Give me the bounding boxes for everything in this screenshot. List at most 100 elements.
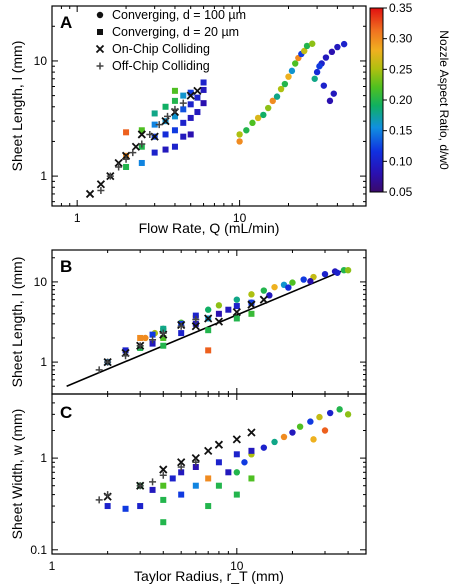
panel-a-plot: 1 10 1 10 [34, 5, 367, 225]
data-point [186, 91, 195, 100]
data-point [326, 97, 334, 105]
y-tick-label: 1 [40, 355, 47, 369]
data-point [180, 119, 187, 126]
colorbar-label: Nozzle Aspect Ratio, d/w0 [437, 30, 450, 170]
data-point [273, 93, 281, 100]
panel-a-xlabel: Flow Rate, Q (mL/min) [139, 220, 280, 236]
data-point [215, 482, 222, 489]
panel-c-plot: 1 100.11 [30, 393, 367, 573]
data-point [260, 444, 268, 451]
data-point [187, 114, 194, 121]
data-point [344, 411, 352, 418]
legend-label: On-Chip Colliding [112, 42, 210, 56]
data-point [160, 325, 167, 332]
panel-c-ylabel: Sheet Width, w (mm) [9, 409, 25, 540]
data-point [177, 458, 186, 467]
data-point [271, 438, 278, 446]
legend-label: Off-Chip Colliding [112, 59, 210, 73]
data-point [104, 503, 111, 510]
data-point [200, 79, 207, 86]
data-point [243, 127, 250, 134]
data-point [149, 331, 156, 338]
data-point [281, 80, 289, 88]
data-point [169, 475, 176, 482]
data-point [328, 48, 336, 56]
data-point [149, 478, 157, 486]
data-point [200, 86, 207, 93]
data-point [171, 127, 178, 134]
data-point [214, 317, 224, 326]
data-point [248, 475, 255, 482]
y-tick-label: 0.1 [30, 543, 47, 557]
colorbar-tick-label: 0.15 [389, 124, 413, 138]
data-point [149, 486, 156, 493]
data-point [104, 358, 112, 366]
data-point [310, 436, 317, 443]
data-point [162, 146, 169, 153]
data-point [214, 440, 224, 449]
data-point [215, 310, 222, 317]
data-point [320, 82, 328, 89]
panel-c-frame [51, 393, 367, 555]
data-point [307, 278, 314, 285]
data-point [205, 503, 212, 510]
legend: Converging, d = 100 µm Converging, d = 20… [95, 8, 246, 73]
data-point [205, 475, 212, 482]
data-point [233, 315, 240, 322]
panel-b-label: B [60, 257, 72, 276]
data-point [296, 423, 304, 430]
x-tick-label: 1 [74, 211, 81, 225]
data-point [114, 158, 123, 168]
data-point [292, 60, 299, 67]
data-point [171, 97, 178, 104]
legend-marker [95, 44, 105, 54]
data-point [277, 85, 285, 93]
legend-label: Converging, d = 20 µm [112, 25, 239, 39]
data-point [260, 287, 268, 294]
data-point [247, 300, 256, 309]
data-point [303, 42, 311, 50]
data-point [192, 482, 199, 489]
data-point [311, 75, 318, 82]
data-point [204, 306, 212, 313]
data-point [180, 106, 187, 113]
data-point [138, 127, 145, 134]
data-point [159, 329, 167, 337]
data-point [138, 159, 145, 166]
data-point [160, 519, 167, 526]
data-point [164, 112, 172, 120]
data-point [192, 315, 200, 323]
data-point [289, 429, 296, 436]
data-point [122, 505, 129, 512]
data-point [171, 87, 178, 94]
data-point [309, 40, 316, 47]
colorbar-tick-label: 0.35 [389, 1, 413, 15]
y-tick-label: 1 [40, 169, 47, 183]
colorbar-tick-label: 0.20 [389, 93, 413, 107]
data-point [259, 295, 268, 304]
data-point [344, 266, 352, 274]
data-point [191, 322, 200, 331]
data-point [177, 463, 185, 471]
data-point [289, 279, 296, 286]
panel-a-label: A [60, 13, 72, 32]
data-point [194, 94, 201, 101]
data-point [307, 418, 314, 425]
data-point [233, 303, 240, 310]
data-point [136, 342, 144, 350]
panel-b-ylabel: Sheet Length, l (mm) [9, 257, 25, 388]
data-point [106, 172, 114, 180]
y-tick-label: 10 [34, 275, 48, 289]
data-point [129, 149, 137, 157]
data-point [160, 334, 167, 341]
data-point [225, 469, 232, 476]
colorbar-tick-label: 0.10 [389, 154, 413, 168]
data-point [322, 54, 330, 61]
data-point [149, 336, 157, 344]
colorbar-tick-label: 0.25 [389, 62, 413, 76]
data-point [149, 340, 156, 347]
data-point [334, 269, 341, 276]
data-point [204, 446, 213, 455]
data-point [180, 133, 187, 140]
